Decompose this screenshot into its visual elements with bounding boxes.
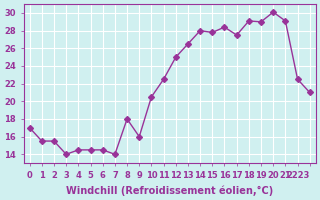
X-axis label: Windchill (Refroidissement éolien,°C): Windchill (Refroidissement éolien,°C) <box>66 185 273 196</box>
